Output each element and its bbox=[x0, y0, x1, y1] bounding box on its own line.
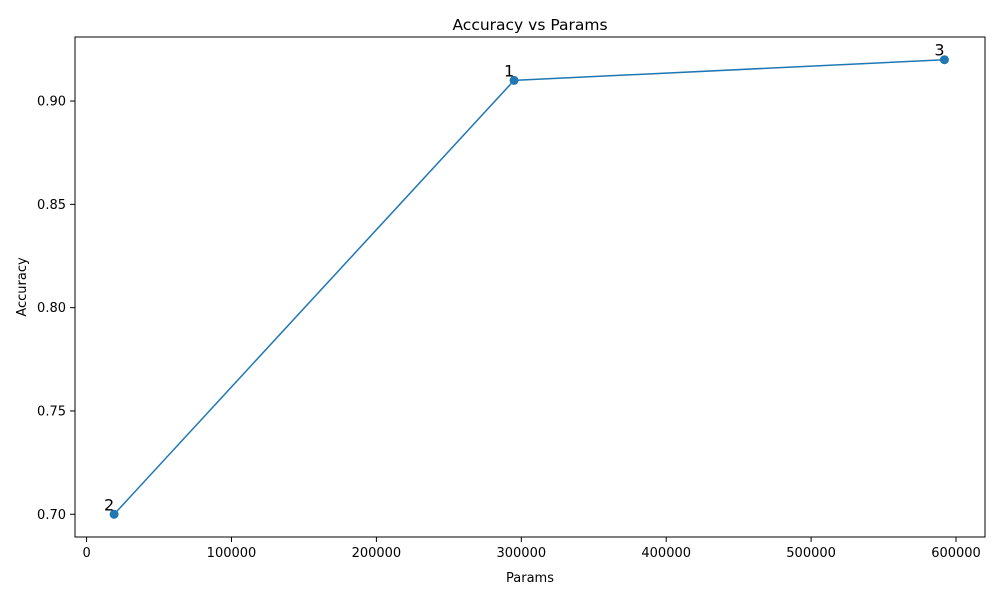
x-tick-label: 0 bbox=[82, 546, 90, 561]
y-axis-ticks: 0.70 0.75 0.80 0.85 0.90 bbox=[37, 95, 75, 523]
data-point-label: 3 bbox=[934, 41, 944, 60]
plot-area-frame bbox=[74, 36, 986, 538]
data-point bbox=[109, 509, 119, 519]
x-tick-label: 300000 bbox=[496, 546, 546, 561]
x-tick-label: 100000 bbox=[207, 546, 257, 561]
x-axis-ticks: 0 100000 200000 300000 400000 500000 600000 bbox=[82, 537, 981, 561]
x-axis-label: Params bbox=[506, 571, 554, 586]
y-tick-label: 0.75 bbox=[37, 404, 66, 419]
data-point-label: 1 bbox=[504, 61, 514, 80]
x-tick-label: 500000 bbox=[786, 546, 836, 561]
x-tick-label: 200000 bbox=[352, 546, 402, 561]
y-tick-label: 0.90 bbox=[37, 95, 66, 110]
data-point bbox=[939, 55, 949, 65]
y-tick-label: 0.70 bbox=[37, 508, 66, 523]
y-tick-label: 0.80 bbox=[37, 301, 66, 316]
data-point bbox=[509, 75, 519, 85]
y-axis-label: Accuracy bbox=[15, 257, 30, 317]
data-points-layer: 2 1 3 bbox=[104, 41, 949, 519]
data-point-label: 2 bbox=[104, 495, 114, 514]
x-tick-label: 600000 bbox=[931, 546, 981, 561]
chart-title: Accuracy vs Params bbox=[452, 16, 607, 34]
y-tick-label: 0.85 bbox=[37, 198, 66, 213]
x-tick-label: 400000 bbox=[641, 546, 691, 561]
